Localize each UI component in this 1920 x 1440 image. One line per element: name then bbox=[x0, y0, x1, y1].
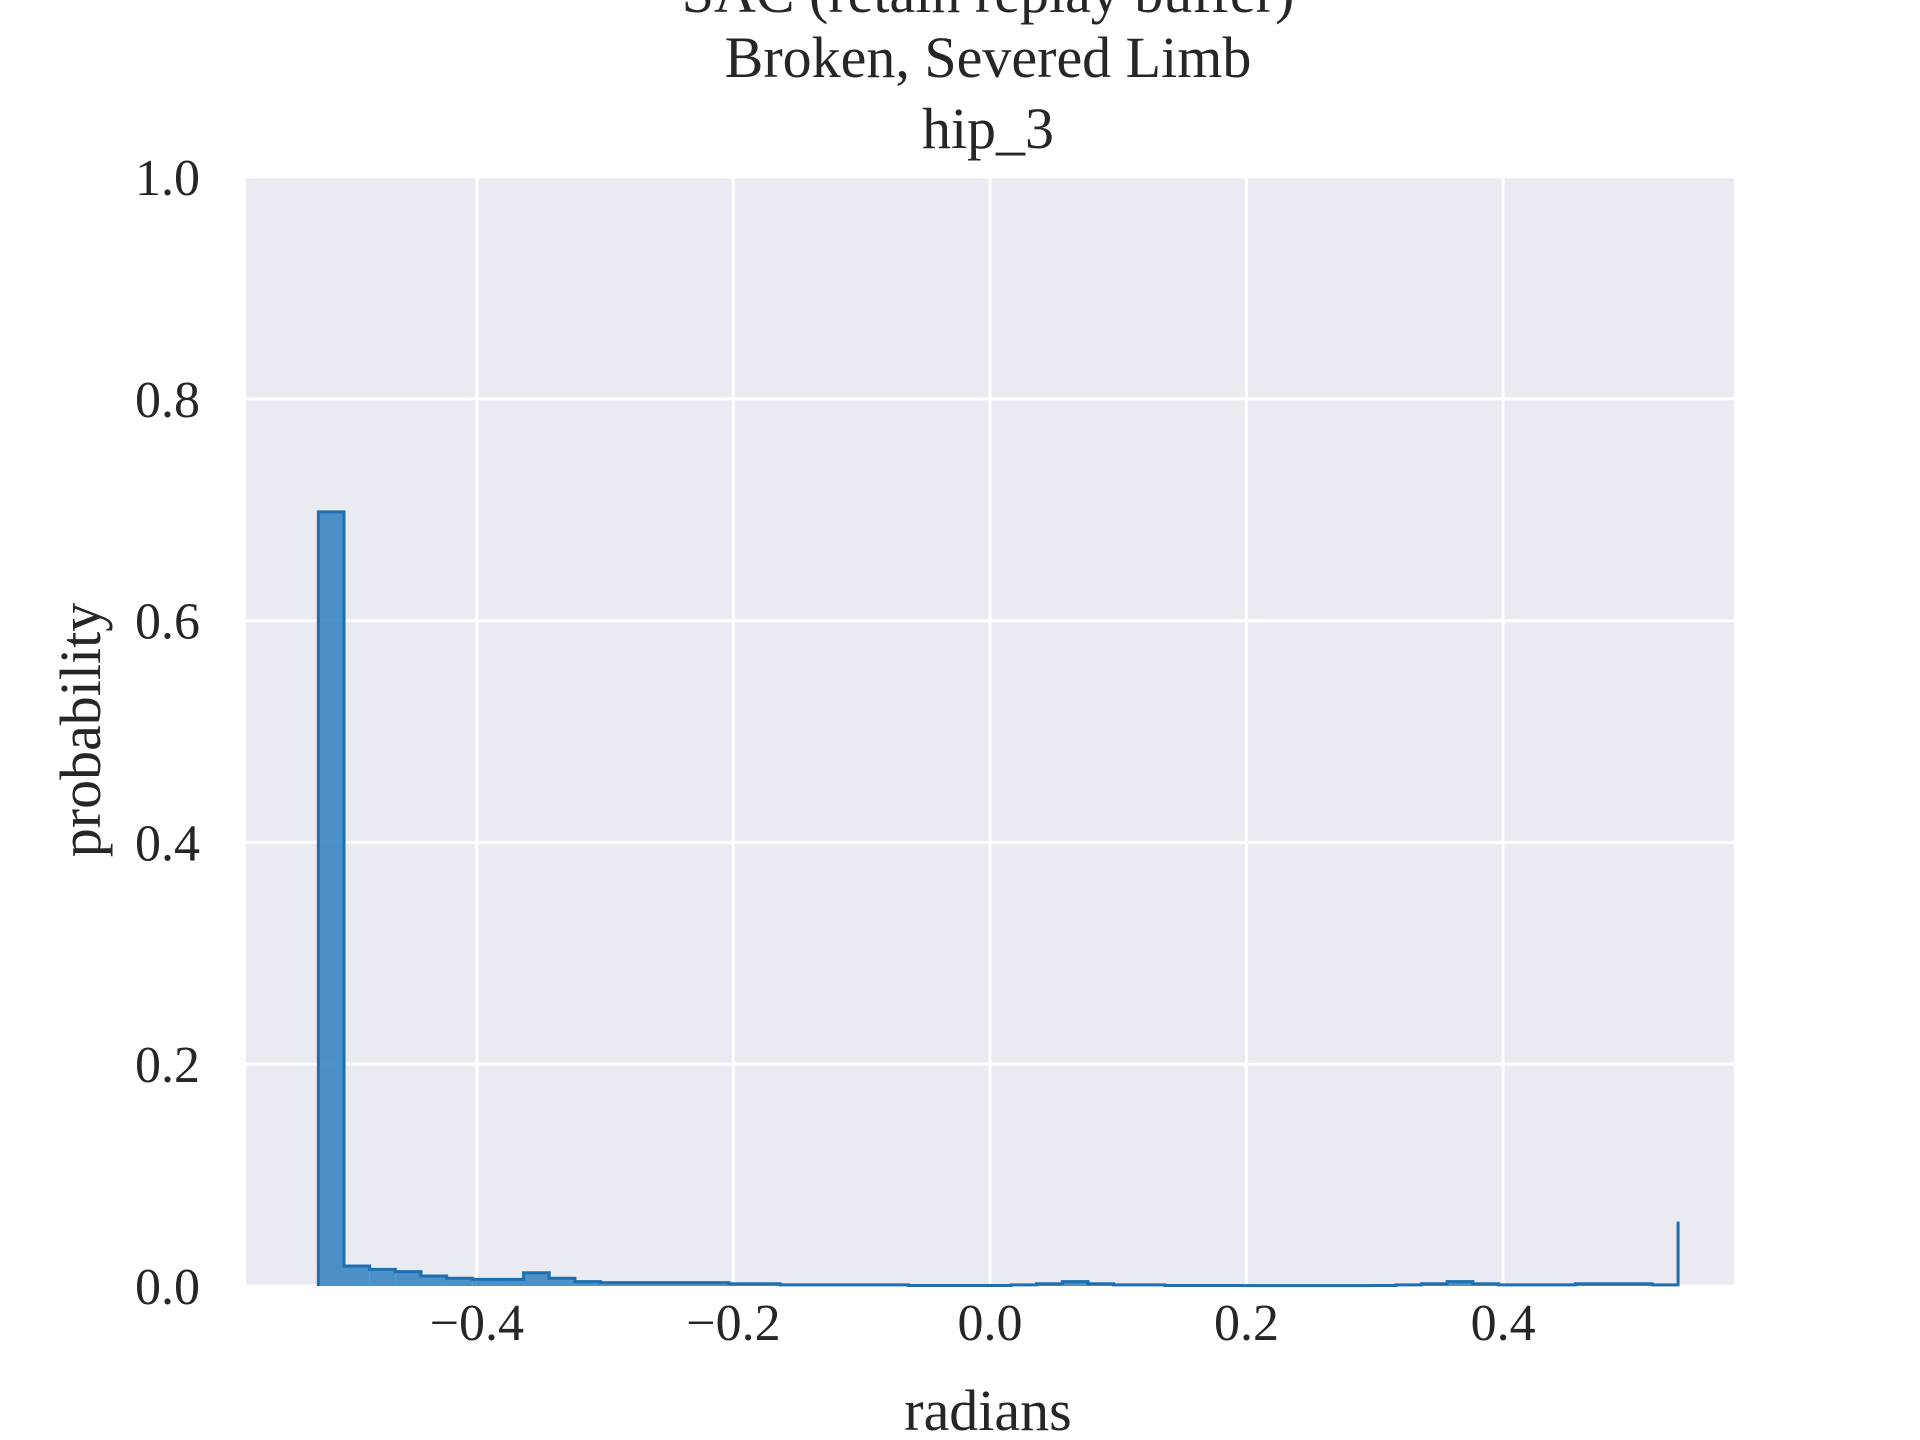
x-tick-label: 0.2 bbox=[1214, 1295, 1279, 1352]
histogram-bar bbox=[344, 1266, 370, 1286]
histogram-bar bbox=[1447, 1281, 1473, 1286]
histogram-bar bbox=[1062, 1281, 1089, 1286]
x-tick-label: 0.0 bbox=[958, 1295, 1023, 1352]
histogram-bar bbox=[472, 1279, 498, 1286]
histogram-bar bbox=[420, 1276, 447, 1286]
histogram-bar bbox=[497, 1279, 524, 1286]
x-tick-label: 0.4 bbox=[1471, 1295, 1536, 1352]
histogram-bar bbox=[318, 511, 345, 1287]
x-tick-label: −0.4 bbox=[430, 1295, 524, 1352]
histogram-bar bbox=[574, 1281, 601, 1286]
histogram-bar bbox=[395, 1271, 421, 1286]
y-axis-label: probability bbox=[48, 603, 113, 858]
chart-title-line: Broken, Severed Limb bbox=[725, 25, 1252, 90]
histogram-bar bbox=[523, 1272, 550, 1286]
histogram-bar bbox=[677, 1282, 704, 1286]
y-tick-label: 0.0 bbox=[135, 1259, 200, 1316]
histogram-outline bbox=[316, 510, 1680, 1288]
histogram-bar bbox=[703, 1282, 729, 1286]
x-axis-ticks: −0.4 −0.2 0.0 0.2 0.4 bbox=[430, 1295, 1536, 1352]
y-axis-ticks: 0.0 0.2 0.4 0.6 0.8 1.0 bbox=[135, 150, 200, 1316]
histogram-bars bbox=[316, 510, 1680, 1288]
grid-lines bbox=[246, 175, 1734, 1288]
histogram-bar bbox=[549, 1278, 575, 1286]
x-tick-label: −0.2 bbox=[686, 1295, 780, 1352]
histogram-bar bbox=[369, 1269, 396, 1286]
histogram-bar bbox=[626, 1282, 652, 1286]
y-tick-label: 0.4 bbox=[135, 815, 200, 872]
y-tick-label: 0.6 bbox=[135, 594, 200, 651]
chart-title-line: hip_3 bbox=[922, 96, 1054, 161]
chart-title: SAC (retain replay buffer)Broken, Severe… bbox=[682, 0, 1295, 161]
y-tick-label: 0.8 bbox=[135, 372, 200, 429]
chart-title-line: SAC (retain replay buffer) bbox=[682, 0, 1295, 25]
histogram-bar bbox=[600, 1282, 627, 1286]
y-tick-label: 0.2 bbox=[135, 1037, 200, 1094]
histogram-bar bbox=[651, 1282, 678, 1286]
y-tick-label: 1.0 bbox=[135, 150, 200, 207]
histogram-bar bbox=[446, 1278, 473, 1286]
x-axis-label: radians bbox=[904, 1378, 1072, 1440]
